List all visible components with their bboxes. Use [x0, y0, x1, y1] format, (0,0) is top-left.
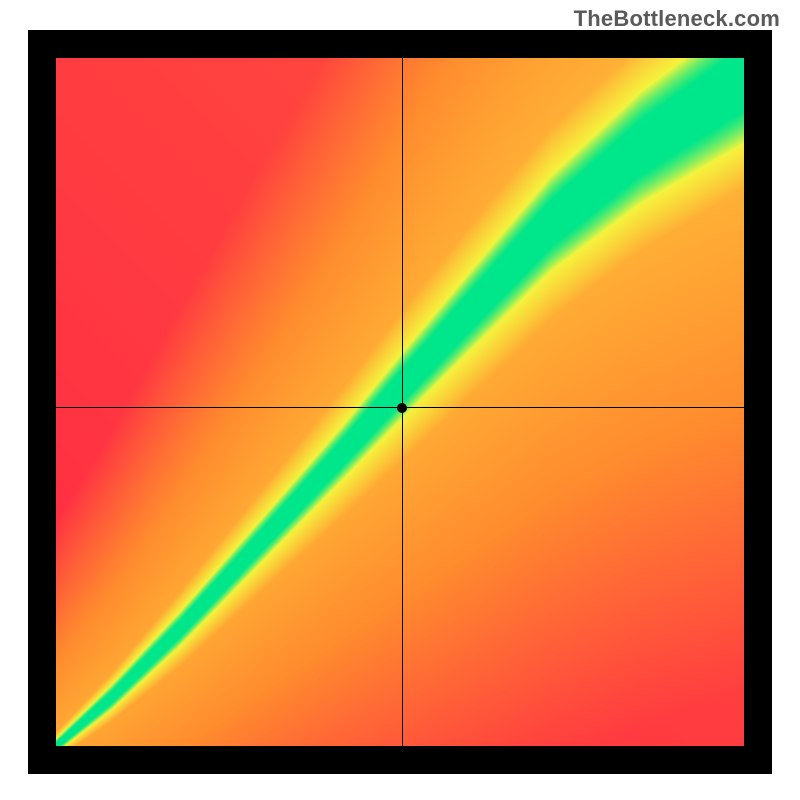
data-point [397, 403, 407, 413]
watermark: TheBottleneck.com [574, 6, 780, 32]
plot-frame [28, 30, 772, 774]
